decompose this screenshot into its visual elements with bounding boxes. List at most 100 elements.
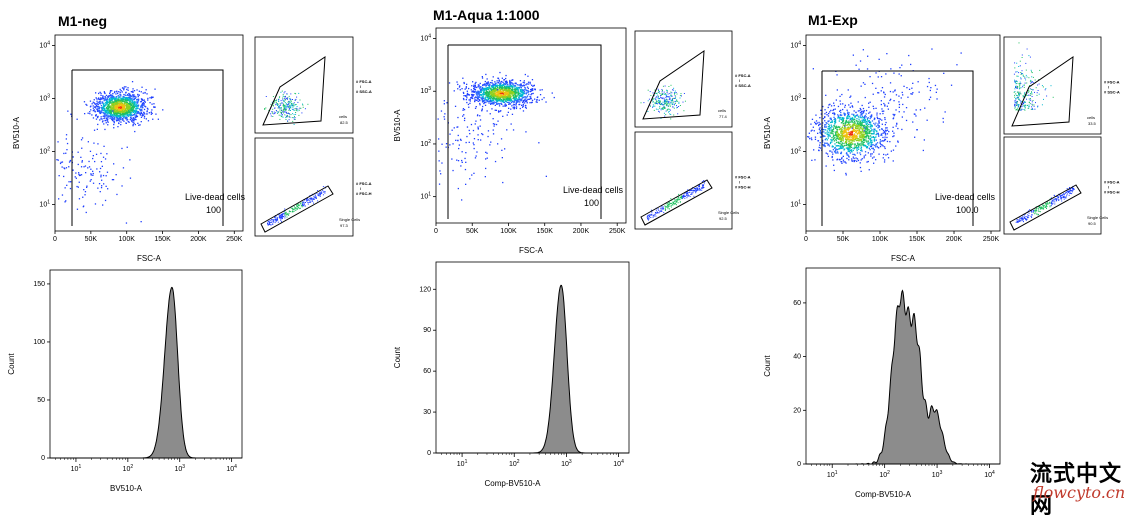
event-dot bbox=[82, 137, 83, 138]
inset-dot bbox=[282, 91, 283, 92]
x-tick-label: 50K bbox=[466, 228, 479, 235]
event-dot bbox=[829, 111, 830, 112]
event-dot bbox=[845, 130, 846, 131]
event-dot bbox=[841, 161, 842, 162]
gate-name: Live-dead cells bbox=[185, 192, 246, 202]
event-dot bbox=[516, 102, 517, 103]
event-dot bbox=[885, 133, 886, 134]
event-dot bbox=[827, 139, 828, 140]
y-tick-label: 102 bbox=[420, 139, 431, 148]
event-dot bbox=[481, 133, 482, 134]
inset-x-axis-name: # FSC-A bbox=[356, 181, 372, 186]
event-dot bbox=[106, 99, 107, 100]
event-dot bbox=[510, 91, 511, 92]
event-dot bbox=[860, 145, 861, 146]
event-dot bbox=[131, 112, 132, 113]
event-dot bbox=[867, 131, 868, 132]
event-dot bbox=[526, 100, 527, 101]
event-dot bbox=[829, 135, 830, 136]
event-dot bbox=[137, 103, 138, 104]
inset-dot bbox=[671, 92, 672, 93]
inset-dot bbox=[653, 217, 654, 218]
event-dot bbox=[854, 133, 855, 134]
inset-dot bbox=[662, 90, 663, 91]
inset-dot bbox=[664, 92, 665, 93]
inset-dot bbox=[298, 93, 299, 94]
event-dot bbox=[518, 88, 519, 89]
event-dot bbox=[446, 102, 447, 103]
event-dot bbox=[117, 112, 118, 113]
inset-dot bbox=[683, 102, 684, 103]
event-dot bbox=[502, 182, 503, 183]
event-dot bbox=[512, 89, 513, 90]
event-dot bbox=[62, 166, 63, 167]
inset-dot bbox=[300, 100, 301, 101]
event-dot bbox=[480, 119, 481, 120]
event-dot bbox=[523, 93, 524, 94]
event-dot bbox=[449, 134, 450, 135]
event-dot bbox=[465, 89, 466, 90]
inset-dot bbox=[668, 101, 669, 102]
event-dot bbox=[831, 141, 832, 142]
event-dot bbox=[858, 116, 859, 117]
y-axis-label: BV510-A bbox=[763, 116, 772, 149]
inset-dot bbox=[670, 95, 671, 96]
event-dot bbox=[893, 160, 894, 161]
event-dot bbox=[523, 105, 524, 106]
event-dot bbox=[480, 83, 481, 84]
event-dot bbox=[868, 152, 869, 153]
event-dot bbox=[831, 137, 832, 138]
event-dot bbox=[824, 117, 825, 118]
event-dot bbox=[887, 141, 888, 142]
inset-dot bbox=[663, 104, 664, 105]
inset-x-axis-name: # FSC-A bbox=[735, 175, 751, 180]
inset-dot bbox=[655, 98, 656, 99]
event-dot bbox=[462, 116, 463, 117]
event-dot bbox=[478, 94, 479, 95]
event-dot bbox=[494, 124, 495, 125]
event-dot bbox=[90, 151, 91, 152]
event-dot bbox=[531, 85, 532, 86]
event-dot bbox=[106, 175, 107, 176]
inset-dot bbox=[286, 109, 287, 110]
inset-dot bbox=[268, 225, 269, 226]
event-dot bbox=[117, 110, 118, 111]
panel-title: M1-Exp bbox=[808, 12, 858, 28]
inset-dot bbox=[664, 205, 665, 206]
event-dot bbox=[808, 136, 809, 137]
inset-dot bbox=[690, 196, 691, 197]
event-dot bbox=[816, 123, 817, 124]
inset-dot bbox=[298, 115, 299, 116]
event-dot bbox=[70, 188, 71, 189]
event-dot bbox=[461, 199, 462, 200]
event-dot bbox=[70, 160, 71, 161]
event-dot bbox=[132, 98, 133, 99]
event-dot bbox=[843, 156, 844, 157]
inset-dot bbox=[281, 215, 282, 216]
inset-dot bbox=[281, 108, 282, 109]
event-dot bbox=[530, 83, 531, 84]
inset-dot bbox=[299, 110, 300, 111]
inset-dot bbox=[676, 100, 677, 101]
inset-dot bbox=[286, 104, 287, 105]
event-dot bbox=[863, 145, 864, 146]
event-dot bbox=[487, 89, 488, 90]
inset-dot bbox=[677, 113, 678, 114]
event-dot bbox=[133, 120, 134, 121]
event-dot bbox=[149, 112, 150, 113]
inset-dot bbox=[317, 194, 318, 195]
event-dot bbox=[512, 114, 513, 115]
event-dot bbox=[126, 101, 127, 102]
inset-dot bbox=[280, 105, 281, 106]
inset-dot bbox=[659, 108, 660, 109]
event-dot bbox=[108, 108, 109, 109]
event-dot bbox=[854, 161, 855, 162]
event-dot bbox=[64, 168, 65, 169]
event-dot bbox=[478, 128, 479, 129]
event-dot bbox=[482, 100, 483, 101]
inset-dot bbox=[680, 199, 681, 200]
event-dot bbox=[154, 89, 155, 90]
event-dot bbox=[98, 108, 99, 109]
event-dot bbox=[528, 94, 529, 95]
